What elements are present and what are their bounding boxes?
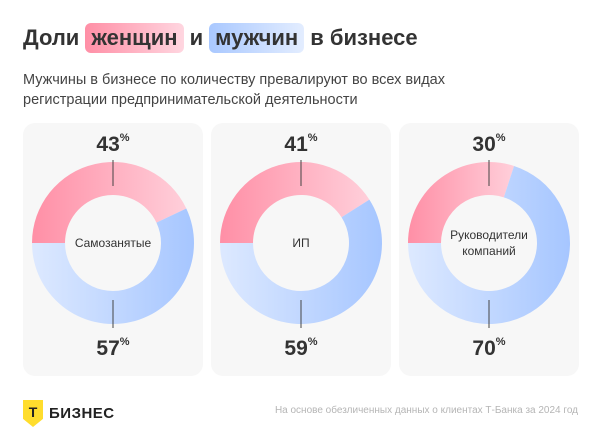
percent-value: 30 (472, 133, 496, 156)
page-title: Доли женщин и мужчин в бизнесе (23, 23, 418, 53)
percent-unit: % (307, 336, 318, 348)
percent-unit: % (119, 132, 130, 144)
percent-value: 70 (472, 337, 496, 360)
men-percent-label: 70% (399, 336, 579, 361)
donut-chart (408, 160, 570, 328)
source-note: На основе обезличенных данных о клиентах… (274, 405, 578, 416)
men-percent-label: 59% (211, 336, 391, 361)
title-women-highlight: женщин (85, 23, 184, 53)
donut-segment-women (220, 162, 370, 243)
subtitle: Мужчины в бизнесе по количеству превалир… (23, 72, 445, 108)
title-text: Доли (23, 25, 80, 50)
women-percent-label: 30% (399, 132, 579, 157)
percent-value: 59 (284, 337, 308, 360)
title-text: в бизнесе (310, 25, 418, 50)
percent-unit: % (495, 336, 506, 348)
percent-unit: % (119, 336, 130, 348)
donut-segment-men (220, 199, 382, 324)
donut-center-label: ИП (292, 236, 310, 250)
donut-segment-women (32, 162, 187, 243)
donut-card: 41% 59% ИП (211, 123, 391, 376)
t-shield-icon: Т (23, 400, 43, 427)
percent-value: 43 (96, 133, 120, 156)
percent-value: 57 (96, 337, 120, 360)
title-text: и (189, 25, 204, 50)
women-percent-label: 41% (211, 132, 391, 157)
donut-center-label: Руководители компаний (450, 228, 528, 258)
brand-name: БИЗНЕС (49, 405, 115, 422)
donut-card: 30% 70% Руководители компаний (399, 123, 579, 376)
donut-segment-men (408, 165, 570, 324)
logo: Т БИЗНЕС (23, 400, 115, 427)
percent-unit: % (307, 132, 318, 144)
men-percent-label: 57% (23, 336, 203, 361)
donut-segment-men (32, 208, 195, 325)
percent-value: 41 (284, 133, 308, 156)
title-men-highlight: мужчин (209, 23, 305, 53)
percent-unit: % (495, 132, 506, 144)
donut-chart (220, 160, 382, 328)
donut-segment-women (408, 162, 515, 243)
donut-card: 43% 57% Самозанятые (23, 123, 203, 376)
donut-chart (32, 160, 195, 328)
donut-center-label: Самозанятые (74, 236, 152, 250)
women-percent-label: 43% (23, 132, 203, 157)
